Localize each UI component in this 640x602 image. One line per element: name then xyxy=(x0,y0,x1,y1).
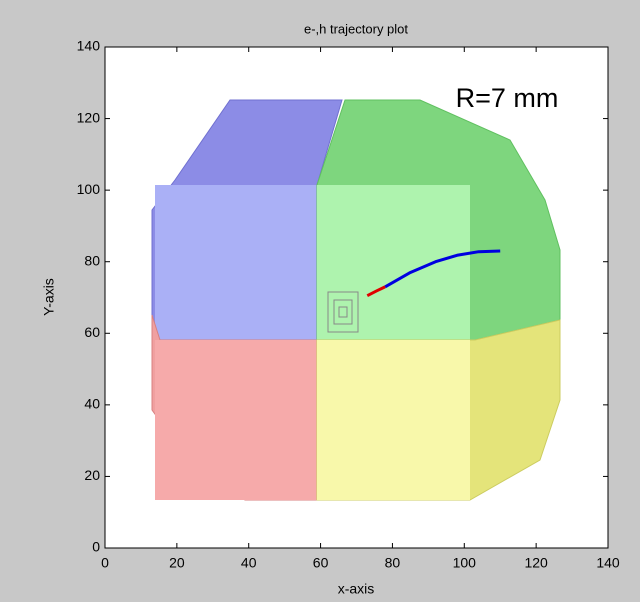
annotation: R=7 mm xyxy=(456,83,559,113)
x-tick-label: 40 xyxy=(241,555,257,571)
x-tick-label: 100 xyxy=(453,555,477,571)
y-tick-label: 0 xyxy=(92,539,100,555)
y-tick-label: 80 xyxy=(84,252,100,268)
x-axis-label: x-axis xyxy=(338,581,375,597)
y-axis-label: Y-axis xyxy=(41,278,57,316)
y-tick-label: 20 xyxy=(84,467,100,483)
y-tick-label: 120 xyxy=(77,109,101,125)
chart-title: e-,h trajectory plot xyxy=(304,21,408,36)
x-tick-label: 60 xyxy=(313,555,329,571)
regions xyxy=(152,100,560,500)
y-tick-label: 100 xyxy=(77,181,101,197)
x-tick-label: 0 xyxy=(101,555,109,571)
y-tick-label: 40 xyxy=(84,396,100,412)
page: e-,h trajectory plot x-axis Y-axis R=7 m… xyxy=(0,0,640,602)
x-tick-label: 20 xyxy=(169,555,185,571)
x-tick-label: 140 xyxy=(596,555,620,571)
blue-face xyxy=(155,185,317,340)
chart: e-,h trajectory plot x-axis Y-axis R=7 m… xyxy=(0,0,640,602)
x-tick-label: 120 xyxy=(524,555,548,571)
x-tick-label: 80 xyxy=(385,555,401,571)
yellow-face xyxy=(317,340,470,500)
y-tick-label: 140 xyxy=(77,38,101,54)
y-tick-label: 60 xyxy=(84,324,100,340)
red-face xyxy=(155,340,317,500)
